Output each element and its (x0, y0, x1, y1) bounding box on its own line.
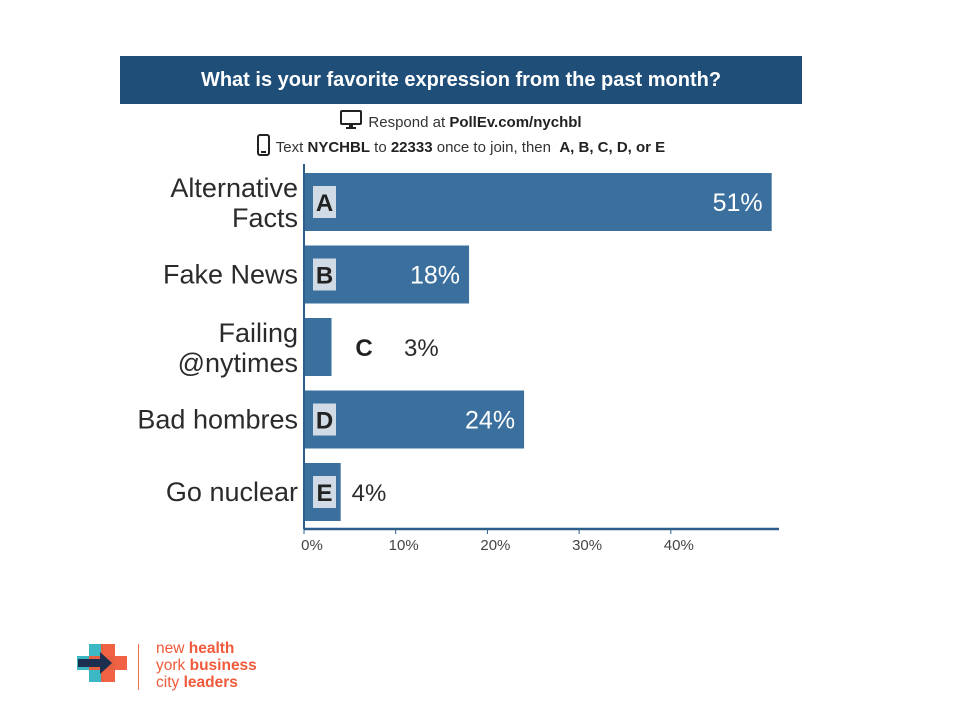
bar-letter: D (316, 408, 333, 435)
bar-letter: C (355, 335, 372, 362)
bar-d (304, 390, 525, 449)
x-tick-label: 0% (301, 537, 323, 554)
value-label: 51% (713, 189, 763, 217)
x-tick-label: 10% (389, 537, 419, 554)
value-label: 3% (404, 335, 439, 362)
x-tick-label: 20% (480, 537, 510, 554)
bar-c (304, 318, 332, 376)
logo-line-2: york business (156, 657, 257, 674)
logo: new health york business city leaders (72, 640, 312, 696)
category-label: @nytimes (178, 348, 298, 378)
bar-letter: A (316, 190, 333, 217)
text-prefix: Text (275, 138, 304, 156)
category-label: Go nuclear (166, 477, 298, 507)
logo-mark (77, 644, 127, 682)
text-number: 22333 (390, 138, 433, 156)
logo-divider (138, 644, 139, 690)
bar-letter: B (316, 263, 333, 290)
category-label: Bad hombres (137, 405, 298, 435)
logo-text: new health york business city leaders (156, 640, 257, 691)
logo-line-1: new health (156, 640, 235, 657)
letter-box (313, 403, 336, 436)
page-title: What is your favorite expression from th… (200, 68, 722, 91)
value-label: 24% (465, 407, 515, 435)
category-label: Fake News (163, 260, 298, 290)
title-banner: What is your favorite expression from th… (120, 56, 802, 104)
bar-letter: E (316, 480, 332, 507)
text-instruction: Text NYCHBL to 22333 once to join, then … (120, 134, 802, 160)
x-tick-label: 30% (572, 537, 602, 554)
letter-box (313, 476, 336, 508)
monitor-icon (340, 110, 363, 134)
text-code: NYCHBL (307, 138, 370, 156)
category-label: Failing (218, 318, 298, 348)
respond-prefix: Respond at (368, 113, 446, 131)
letter-box (313, 186, 336, 218)
category-label: Alternative (170, 173, 298, 203)
bar-a (304, 173, 772, 231)
value-label: 4% (352, 480, 387, 507)
text-options: A, B, C, D, or E (559, 138, 666, 156)
category-label: Facts (232, 203, 298, 233)
respond-instruction: Respond at PollEv.com/nychbl (120, 110, 802, 134)
text-middle: once to join, then (436, 138, 551, 156)
letter-box (313, 258, 336, 291)
text-to: to (374, 138, 387, 156)
phone-icon (256, 134, 270, 160)
logo-line-3: city leaders (156, 674, 238, 691)
value-label: 18% (410, 262, 460, 290)
x-tick-label: 40% (664, 537, 694, 554)
respond-url[interactable]: PollEv.com/nychbl (449, 113, 582, 131)
